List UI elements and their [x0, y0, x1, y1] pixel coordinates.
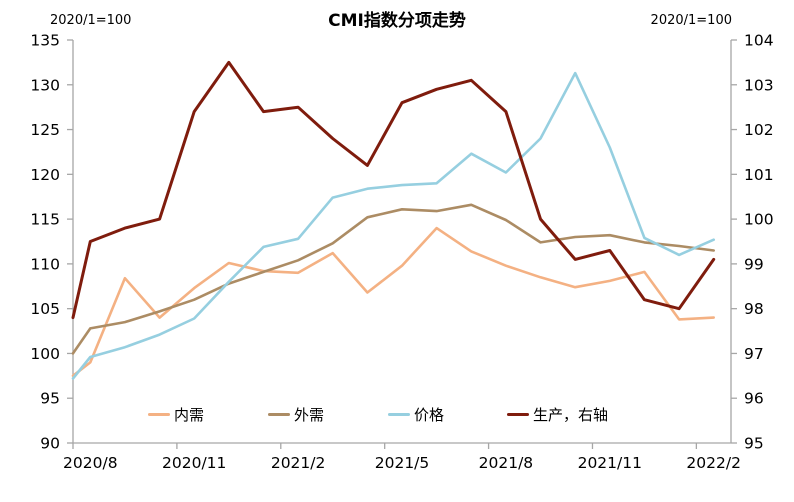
right-axis-tick-label: 97 — [744, 345, 764, 363]
left-axis-tick-label: 100 — [30, 345, 60, 363]
x-axis-tick-label: 2021/11 — [578, 454, 642, 472]
external-demand-line-swatch — [268, 412, 290, 416]
left-axis-tick-label: 95 — [40, 390, 60, 408]
right-axis-tick-label: 99 — [744, 255, 764, 273]
legend-item-production-right-axis: 生产，右轴 — [507, 403, 608, 425]
left-axis-tick-label: 125 — [30, 121, 60, 139]
right-axis-tick-label: 103 — [744, 76, 774, 94]
x-axis-tick-label: 2021/2 — [271, 454, 326, 472]
right-axis-tick-label: 96 — [744, 390, 764, 408]
x-axis-tick-label: 2020/11 — [162, 454, 226, 472]
x-axis-tick-label: 2020/8 — [63, 454, 118, 472]
left-axis-note: 2020/1=100 — [50, 13, 132, 28]
x-axis-tick-label: 2021/5 — [375, 454, 430, 472]
legend-label: 内需 — [174, 405, 205, 424]
right-axis-note: 2020/1=100 — [650, 13, 732, 28]
series-line-production — [71, 60, 716, 320]
legend-item-domestic-demand: 内需 — [148, 403, 204, 425]
right-axis-tick-label: 95 — [744, 435, 764, 453]
legend-label: 外需 — [294, 405, 325, 424]
left-axis-tick-label: 105 — [30, 300, 60, 318]
legend-item-price: 价格 — [388, 403, 444, 425]
legend-label: 生产，右轴 — [533, 405, 609, 424]
right-axis-tick-label: 104 — [744, 32, 774, 50]
left-axis-tick-label: 130 — [30, 76, 60, 94]
series-line-domestic-demand — [71, 226, 716, 378]
legend: 内需 外需 价格 生产，右轴 — [0, 403, 794, 425]
left-axis-tick-label: 110 — [30, 255, 60, 273]
series-line-external-demand — [71, 203, 716, 355]
legend-item-external-demand: 外需 — [268, 403, 324, 425]
right-axis-tick-label: 101 — [744, 166, 774, 184]
right-axis-tick-label: 98 — [744, 300, 764, 318]
right-axis-tick-label: 100 — [744, 211, 774, 229]
left-axis-tick-label: 115 — [30, 211, 60, 229]
production-line-swatch — [507, 412, 529, 416]
right-axis-tick-label: 102 — [744, 121, 774, 139]
price-line-swatch — [388, 412, 410, 416]
series-line-price — [71, 71, 716, 380]
left-axis-tick-label: 135 — [30, 32, 60, 50]
left-axis-tick-label: 120 — [30, 166, 60, 184]
x-axis-tick-label: 2021/8 — [479, 454, 534, 472]
left-axis-tick-label: 90 — [40, 435, 60, 453]
x-axis-tick-label: 2022/2 — [686, 454, 741, 472]
chart-title: CMI指数分项走势 — [328, 11, 466, 31]
domestic-demand-line-swatch — [148, 412, 170, 416]
legend-label: 价格 — [414, 405, 445, 424]
